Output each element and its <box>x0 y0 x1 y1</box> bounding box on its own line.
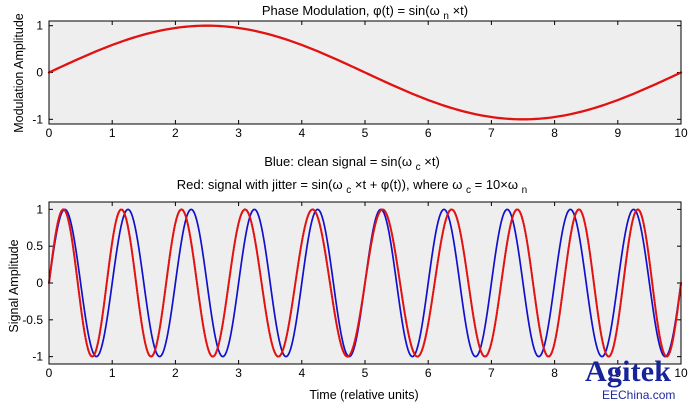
bottom-x-tick-label-0: 0 <box>46 366 53 380</box>
bottom-x-tick-label-1: 1 <box>109 366 116 380</box>
bottom-x-axis-label: Time (relative units) <box>309 388 418 402</box>
top-x-tick-label-1: 1 <box>109 126 116 140</box>
bottom-chart-title-line1: Blue: clean signal = sin(ω c ×t) <box>264 154 440 173</box>
bottom-title-line1-suffix: ×t) <box>424 154 440 169</box>
bottom-chart: Blue: clean signal = sin(ω c ×t) Red: si… <box>7 154 688 402</box>
top-title-suffix: ×t) <box>453 3 469 18</box>
watermark-main-text: Agitek <box>585 355 671 388</box>
bottom-y-tick-label-0: 1 <box>36 202 43 216</box>
top-x-tick-label-8: 8 <box>551 126 558 140</box>
bottom-x-ticks: 0 1 2 3 4 5 6 7 8 9 10 <box>46 202 688 380</box>
top-chart: 0 1 2 3 4 5 6 7 8 9 10 10-1 Phase Modulation, φ(t)… <box>12 3 688 140</box>
bottom-x-tick-label-9: 9 <box>614 366 621 380</box>
top-x-tick-label-10: 10 <box>674 126 688 140</box>
watermark-sub-text: EEChina.com <box>602 388 675 402</box>
bottom-x-tick-label-10: 10 <box>674 366 688 380</box>
bottom-plot-frame <box>48 201 682 365</box>
top-x-tick-label-9: 9 <box>614 126 621 140</box>
bottom-x-tick-label-7: 7 <box>488 366 495 380</box>
top-y-tick-label-0: 1 <box>36 19 43 33</box>
bottom-title-line1-prefix: Blue: clean signal = sin(ω <box>264 154 412 169</box>
watermark-logo: Agitek EEChina.com <box>585 355 675 402</box>
bottom-chart-title-line2: Red: signal with jitter = sin(ω c ×t + φ… <box>177 177 527 196</box>
top-chart-title: Phase Modulation, φ(t) = sin(ω n ×t) <box>262 3 468 22</box>
bottom-title-line1-sub: c <box>416 162 421 173</box>
top-y-tick-label-2: -1 <box>32 112 43 126</box>
top-title-prefix: Phase Modulation, φ(t) = sin(ω <box>262 3 440 18</box>
top-x-tick-label-0: 0 <box>46 126 53 140</box>
bottom-x-tick-label-3: 3 <box>235 366 242 380</box>
bottom-x-tick-label-2: 2 <box>172 366 179 380</box>
bottom-x-tick-label-5: 5 <box>362 366 369 380</box>
bottom-x-tick-label-6: 6 <box>425 366 432 380</box>
bottom-y-tick-label-4: -1 <box>32 350 43 364</box>
bottom-title-line2-part3: = 10×ω <box>475 177 518 192</box>
bottom-x-tick-label-4: 4 <box>298 366 305 380</box>
top-y-tick-label-1: 0 <box>36 66 43 80</box>
top-x-tick-label-6: 6 <box>425 126 432 140</box>
top-series-0-line <box>47 24 683 121</box>
bottom-y-ticks: 1 0.5 0 -0.5 -1 <box>22 202 681 364</box>
bottom-title-line2-sub3: n <box>522 185 528 196</box>
bottom-y-tick-label-2: 0 <box>36 276 43 290</box>
bottom-x-tick-label-8: 8 <box>551 366 558 380</box>
top-x-ticks: 0 1 2 3 4 5 6 7 8 9 10 <box>46 21 688 140</box>
top-plot-frame <box>48 20 682 125</box>
top-x-tick-label-3: 3 <box>235 126 242 140</box>
bottom-y-tick-label-3: -0.5 <box>22 313 43 327</box>
top-title-sub: n <box>443 11 449 22</box>
bottom-title-line2-part1: Red: signal with jitter = sin(ω <box>177 177 343 192</box>
bottom-series-1-line <box>47 208 683 358</box>
bottom-y-axis-label: Signal Amplitude <box>7 239 21 332</box>
top-y-axis-label: Modulation Amplitude <box>12 13 26 133</box>
bottom-y-tick-label-1: 0.5 <box>26 239 43 253</box>
top-x-tick-label-4: 4 <box>298 126 305 140</box>
top-x-tick-label-5: 5 <box>362 126 369 140</box>
bottom-title-line2-sub1: c <box>346 185 351 196</box>
top-x-tick-label-7: 7 <box>488 126 495 140</box>
top-x-tick-label-2: 2 <box>172 126 179 140</box>
bottom-title-line2-part2: ×t + φ(t)), where ω <box>355 177 462 192</box>
bottom-title-line2-sub2: c <box>466 185 471 196</box>
